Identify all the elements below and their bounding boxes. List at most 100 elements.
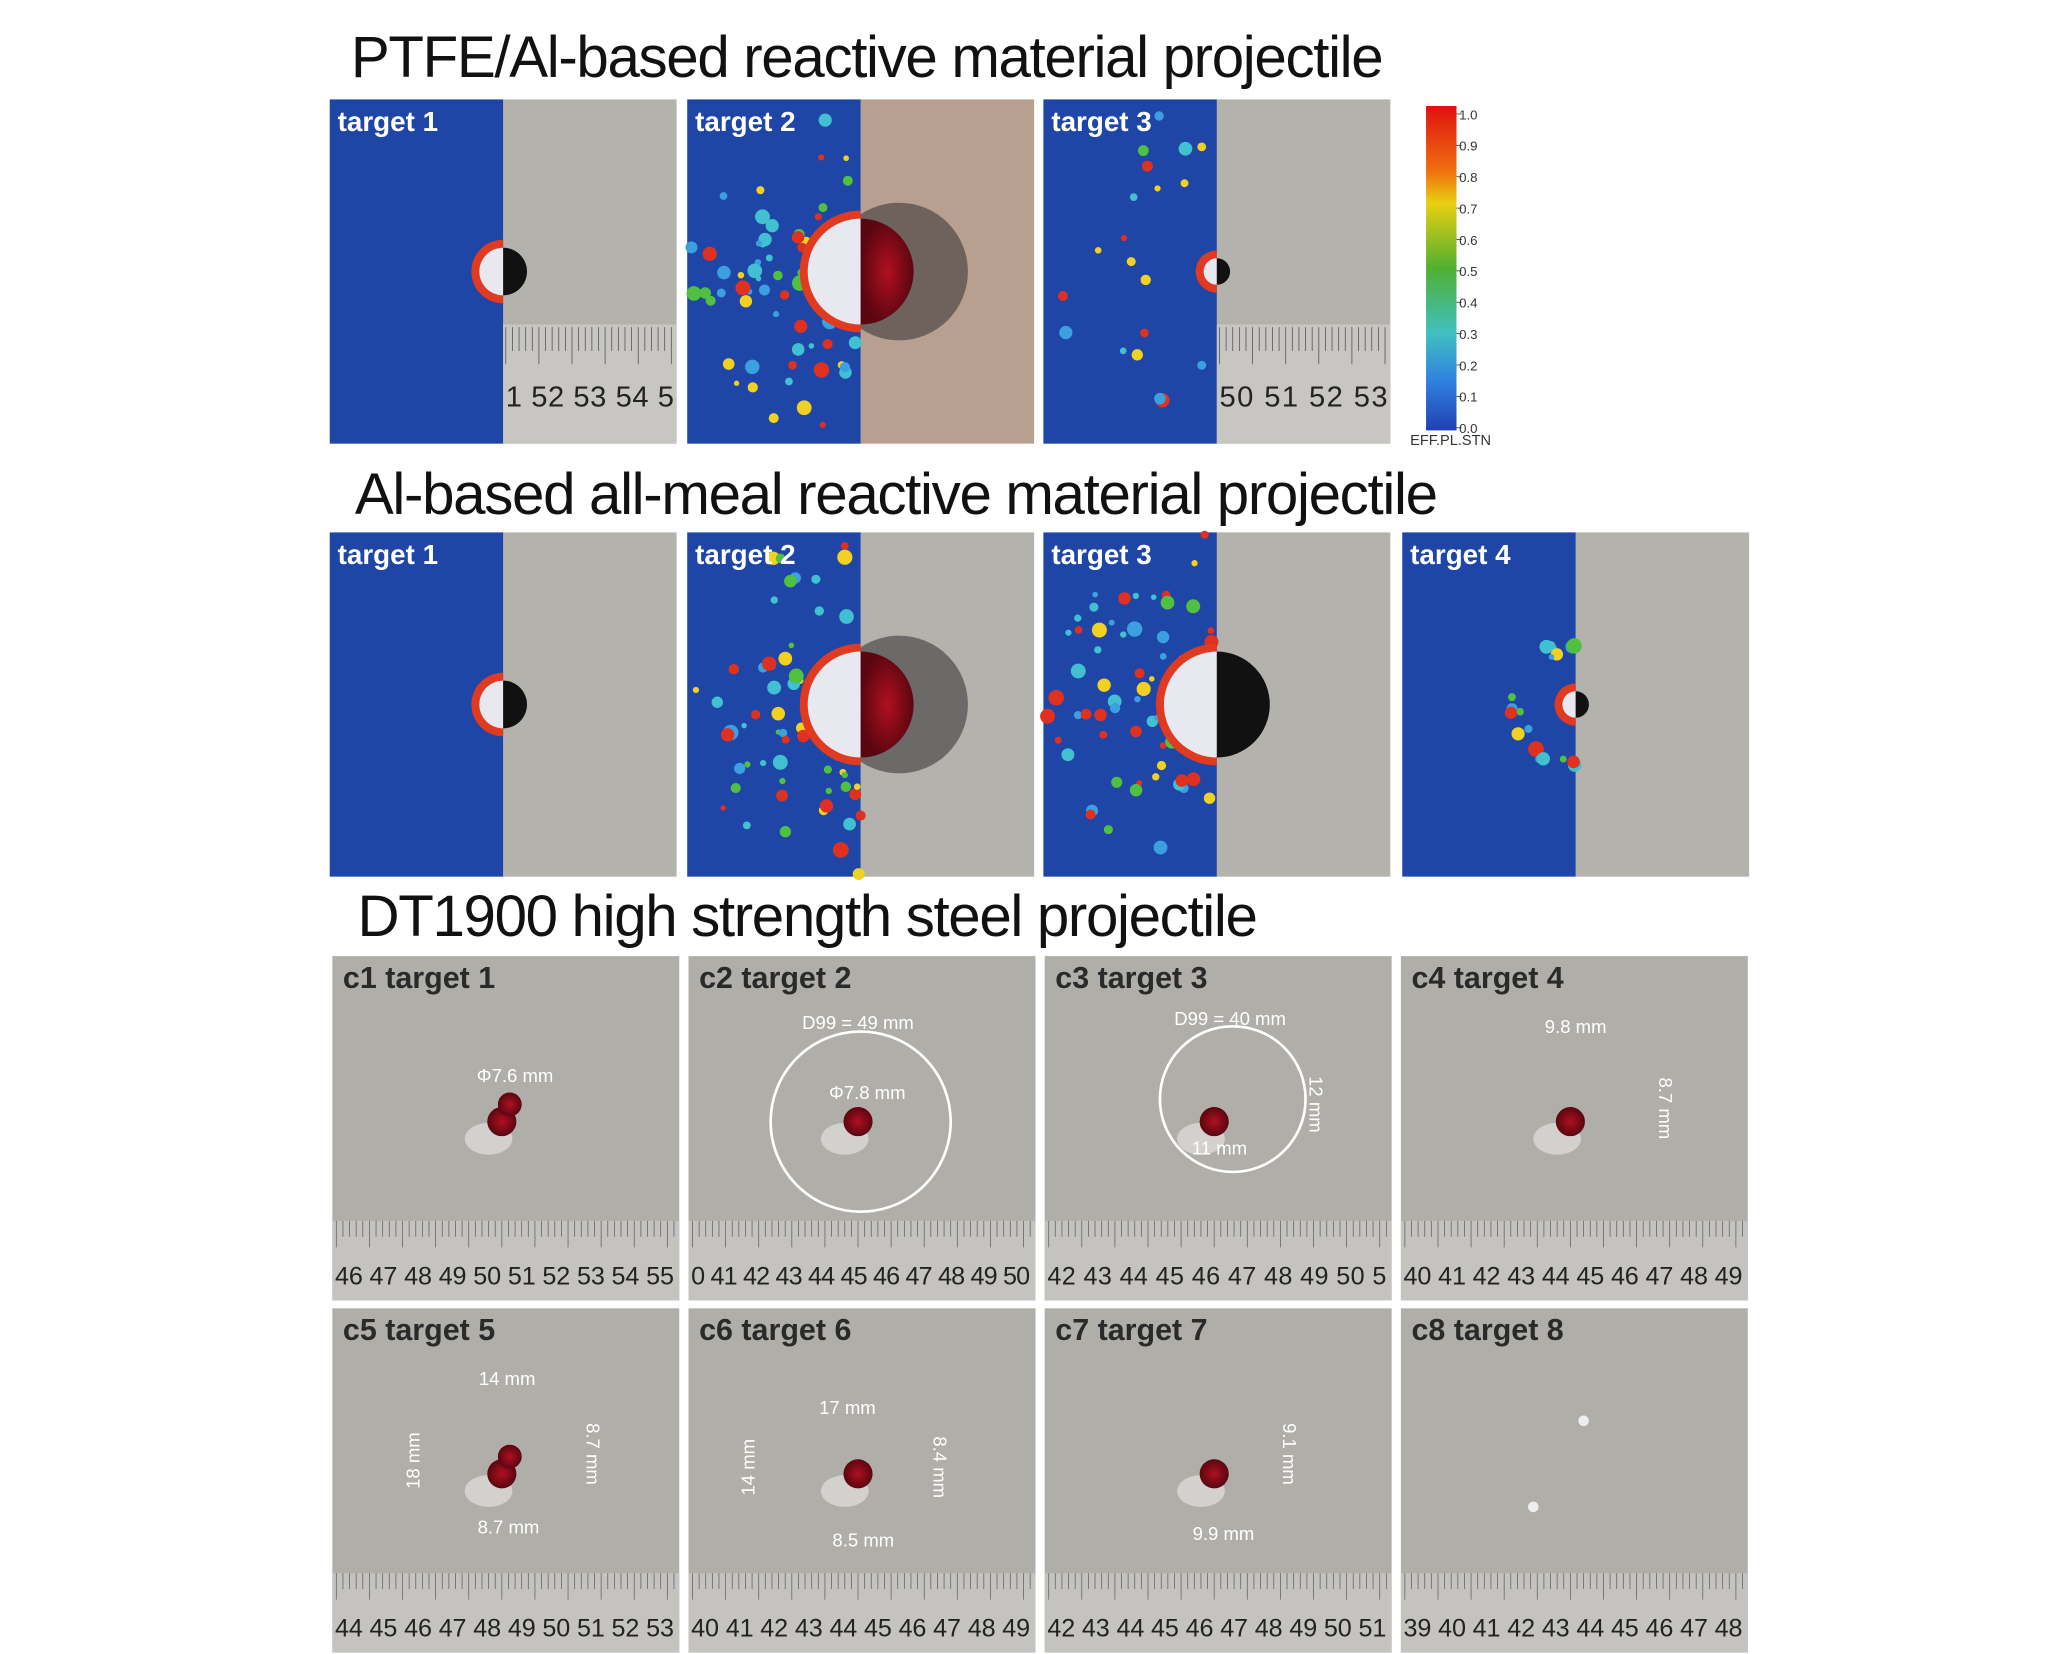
strain-spot bbox=[839, 362, 851, 373]
strain-spot bbox=[751, 710, 761, 720]
panel-label: c7 target 7 bbox=[1055, 1313, 1207, 1347]
measurement: Φ7.6 mm bbox=[477, 1065, 554, 1086]
strain-spot bbox=[1065, 629, 1072, 636]
strain-spot bbox=[1539, 639, 1554, 654]
strain-spot bbox=[797, 729, 810, 743]
strain-spot bbox=[685, 241, 698, 254]
strain-spot bbox=[1120, 234, 1128, 242]
strain-spot bbox=[1186, 772, 1201, 787]
section-title: DT1900 high strength steel projectile bbox=[358, 884, 1258, 949]
panel: 42 43 44 45 46 47 48 49 50 51 9.1 mm 9.9 m… bbox=[1044, 1308, 1392, 1653]
content: PTFE/Al-based reactive material projecti… bbox=[329, 25, 1750, 1653]
strain-spot bbox=[720, 805, 727, 811]
strain-spot bbox=[773, 311, 780, 318]
ruler-numbers: 42 43 44 45 46 47 48 49 50 5 bbox=[1047, 1262, 1386, 1290]
strain-spot bbox=[843, 155, 849, 162]
strain-spot bbox=[853, 783, 861, 790]
strain-spot bbox=[1070, 663, 1086, 679]
panel-label: c4 target 4 bbox=[1411, 961, 1563, 995]
simulation-half bbox=[1402, 532, 1576, 877]
strain-spot bbox=[692, 686, 700, 694]
strain-spot bbox=[1154, 185, 1161, 192]
strain-spot bbox=[1566, 638, 1582, 654]
panel-label: c5 target 5 bbox=[343, 1313, 495, 1347]
strain-spot bbox=[855, 810, 866, 821]
strain-spot bbox=[742, 821, 751, 830]
hole bbox=[843, 1459, 873, 1489]
measurement: 8.5 mm bbox=[832, 1530, 894, 1551]
panel-label: c1 target 1 bbox=[343, 961, 495, 995]
strain-spot bbox=[741, 722, 747, 729]
strain-spot bbox=[717, 265, 731, 280]
panel: target 3 bbox=[1040, 530, 1391, 877]
strain-spot bbox=[788, 360, 797, 370]
hole-photo bbox=[860, 651, 914, 758]
strain-spot bbox=[734, 762, 746, 775]
strain-spot bbox=[1059, 325, 1073, 340]
colorbar-tick-label: 0.0 bbox=[1459, 421, 1477, 436]
strain-spot bbox=[811, 574, 821, 584]
strain-spot bbox=[1109, 702, 1121, 714]
strain-spot bbox=[779, 777, 786, 785]
strain-spot bbox=[1094, 708, 1107, 722]
panel-label: c3 target 3 bbox=[1055, 961, 1207, 995]
ruler-numbers: 40 41 42 43 44 45 46 47 48 49 bbox=[1404, 1262, 1743, 1290]
strain-spot bbox=[716, 288, 726, 298]
strain-spot bbox=[778, 651, 793, 666]
strain-spot bbox=[1057, 290, 1068, 301]
strain-spot bbox=[686, 286, 702, 301]
hole-photo bbox=[1575, 691, 1589, 718]
panel: target 4 bbox=[1402, 532, 1750, 877]
strain-spot bbox=[1092, 591, 1098, 598]
strain-spot bbox=[819, 421, 826, 428]
strain-spot bbox=[814, 606, 824, 616]
colorbar bbox=[1426, 106, 1457, 431]
hole-sim bbox=[807, 218, 861, 325]
hole-sim bbox=[1562, 691, 1576, 718]
strain-spot bbox=[747, 263, 763, 279]
strain-spot bbox=[1111, 776, 1123, 788]
strain-spot bbox=[1159, 653, 1167, 660]
strain-spot bbox=[747, 382, 758, 393]
strain-spot bbox=[773, 270, 783, 281]
strain-spot bbox=[1180, 179, 1189, 188]
ruler bbox=[688, 1220, 1036, 1301]
strain-spot bbox=[808, 343, 815, 349]
colorbar-tick-label: 0.8 bbox=[1459, 170, 1477, 185]
strain-spot bbox=[1040, 708, 1056, 724]
strain-spot bbox=[1094, 246, 1102, 254]
hole-sim bbox=[1163, 651, 1217, 758]
strain-spot bbox=[1073, 711, 1082, 720]
ruler bbox=[688, 1573, 1036, 1653]
strain-spot bbox=[745, 359, 760, 375]
strain-spot bbox=[1528, 746, 1535, 753]
ruler bbox=[1044, 1220, 1392, 1301]
ruler bbox=[332, 1573, 680, 1653]
hole bbox=[1555, 1107, 1585, 1137]
strain-spot bbox=[719, 192, 728, 200]
strain-spot bbox=[1132, 592, 1140, 600]
dent bbox=[1578, 1415, 1589, 1427]
strain-spot bbox=[818, 154, 825, 161]
dent bbox=[1528, 1501, 1539, 1513]
hole-photo bbox=[860, 218, 914, 325]
panel: 40 41 42 43 44 45 46 47 48 49 17 mm 14 mm 8… bbox=[688, 1308, 1036, 1653]
strain-spot bbox=[1130, 725, 1142, 738]
strain-spot bbox=[1152, 773, 1160, 781]
strain-spot bbox=[728, 663, 740, 675]
strain-spot bbox=[768, 413, 779, 424]
hole bbox=[497, 1092, 522, 1117]
hole bbox=[1199, 1107, 1229, 1137]
ruler-numbers: 39 40 41 42 43 44 45 46 47 48 bbox=[1404, 1615, 1743, 1643]
strain-spot bbox=[762, 656, 777, 671]
strain-spot bbox=[1094, 646, 1102, 654]
strain-spot bbox=[1516, 707, 1524, 716]
strain-spot bbox=[1074, 626, 1083, 634]
strain-spot bbox=[1548, 654, 1555, 660]
strain-spot bbox=[785, 377, 793, 386]
strain-spot bbox=[1148, 676, 1155, 682]
strain-spot bbox=[1091, 622, 1107, 638]
hole-photo bbox=[503, 247, 527, 296]
ruler bbox=[1400, 1220, 1748, 1301]
